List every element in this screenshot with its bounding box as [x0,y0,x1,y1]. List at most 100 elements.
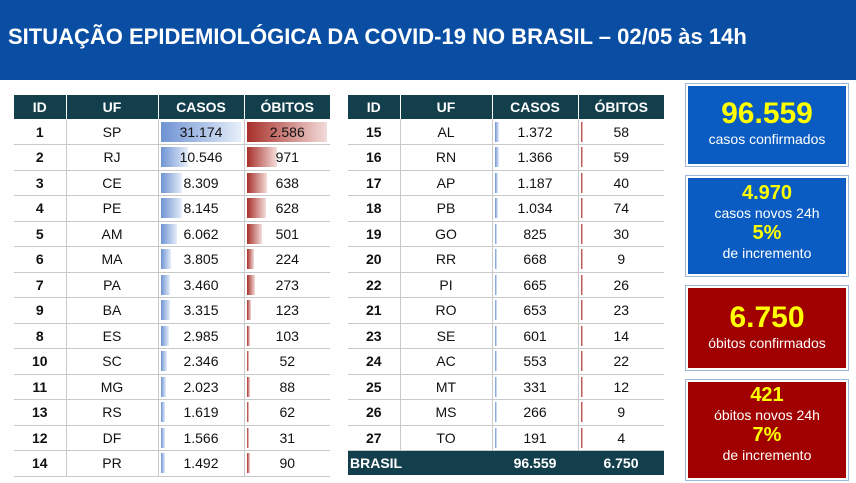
obitos-databar [246,274,255,295]
row-obitos: 9 [578,246,664,273]
casos-value: 1.187 [517,174,553,191]
obitos-databar [246,147,277,168]
row-uf: TO [400,425,493,451]
table-row: 22 PI 665 26 [348,272,664,298]
casos-databar [494,427,497,448]
row-casos: 825 [492,221,579,247]
casos-value: 1.619 [183,404,219,421]
obitos-value: 971 [275,149,299,166]
table-row: 9 BA 3.315 123 [14,297,330,324]
casos-value: 31.174 [179,123,223,140]
casos-databar [494,249,497,270]
row-id: 5 [14,221,67,247]
row-id: 2 [14,144,67,171]
row-uf: RJ [66,144,159,171]
obitos-databar [246,121,327,142]
row-uf: MT [400,374,493,400]
col-header-id: ID [14,95,67,119]
obitos-value: 9 [617,251,626,268]
row-obitos: 9 [578,399,664,426]
row-casos: 2.346 [158,348,245,375]
row-casos: 6.062 [158,221,245,247]
row-obitos: 224 [244,246,330,273]
obitos-databar [246,172,267,193]
table-row: 18 PB 1.034 74 [348,195,664,222]
row-id: 10 [14,348,67,375]
row-casos: 3.805 [158,246,245,273]
row-casos: 8.309 [158,170,245,196]
row-uf: RR [400,246,493,273]
casos-databar [494,223,497,244]
states-table-right: ID UF CASOS ÓBITOS 15 AL 1.372 58 16 RN 1.366 5… [348,95,664,475]
row-casos: 1.366 [492,144,579,171]
casos-value: 1.566 [183,429,219,446]
row-id: 25 [348,374,401,400]
obitos-value: 30 [613,225,630,242]
row-id: 13 [14,399,67,426]
casos-novos-card: 4.970 casos novos 24h 5% de incremento [685,175,849,277]
row-id: 3 [14,170,67,196]
obitos-novos-value: 421 [750,384,784,406]
row-casos: 653 [492,297,579,324]
obitos-databar [246,325,250,346]
obitos-confirmados-label: óbitos confirmados [708,335,826,351]
casos-databar [494,300,497,321]
row-obitos: 30 [578,221,664,247]
row-obitos: 12 [578,374,664,400]
casos-databar [160,121,241,142]
table-row: 5 AM 6.062 501 [14,221,330,247]
casos-confirmados-card: 96.559 casos confirmados [685,83,849,167]
obitos-novos-card: 421 óbitos novos 24h 7% de incremento [685,379,849,481]
casos-value: 2.346 [183,353,219,370]
obitos-confirmados-card: 6.750 óbitos confirmados [685,285,849,371]
row-obitos: 52 [244,348,330,375]
row-obitos: 103 [244,323,330,349]
row-id: 18 [348,195,401,222]
obitos-value: 638 [275,174,299,191]
row-id: 21 [348,297,401,324]
casos-databar [494,147,499,168]
obitos-databar [580,147,583,168]
row-obitos: 58 [578,119,664,145]
row-uf: MA [66,246,159,273]
row-id: 17 [348,170,401,196]
row-obitos: 14 [578,323,664,349]
obitos-databar [246,300,251,321]
row-id: 4 [14,195,67,222]
casos-value: 553 [523,353,547,370]
obitos-confirmados-value: 6.750 [729,301,805,334]
row-uf: PR [66,450,159,477]
casos-value: 1.034 [517,200,553,217]
casos-value: 3.315 [183,302,219,319]
obitos-value: 273 [275,276,299,293]
row-obitos: 23 [578,297,664,324]
row-casos: 10.546 [158,144,245,171]
table-row: 11 MG 2.023 88 [14,374,330,400]
casos-databar [160,223,177,244]
row-uf: AL [400,119,493,145]
row-id: 1 [14,119,67,145]
table-row: 25 MT 331 12 [348,374,664,400]
col-header-id: ID [348,95,401,119]
obitos-databar [580,274,583,295]
casos-value: 668 [523,251,547,268]
casos-databar [160,427,165,448]
row-uf: GO [400,221,493,247]
row-obitos: 123 [244,297,330,324]
obitos-databar [246,402,249,423]
casos-value: 1.372 [517,123,553,140]
total-label: BRASIL [348,450,492,475]
obitos-value: 62 [279,404,296,421]
obitos-value: 103 [275,327,299,344]
obitos-value: 224 [275,251,299,268]
row-id: 14 [14,450,67,477]
table-row: 10 SC 2.346 52 [14,348,330,375]
casos-value: 191 [523,429,547,446]
row-uf: DF [66,425,159,451]
row-obitos: 638 [244,170,330,196]
row-uf: MG [66,374,159,400]
obitos-novos-pct: 7% [752,424,782,446]
casos-value: 653 [523,302,547,319]
row-casos: 1.619 [158,399,245,426]
obitos-value: 22 [613,353,630,370]
